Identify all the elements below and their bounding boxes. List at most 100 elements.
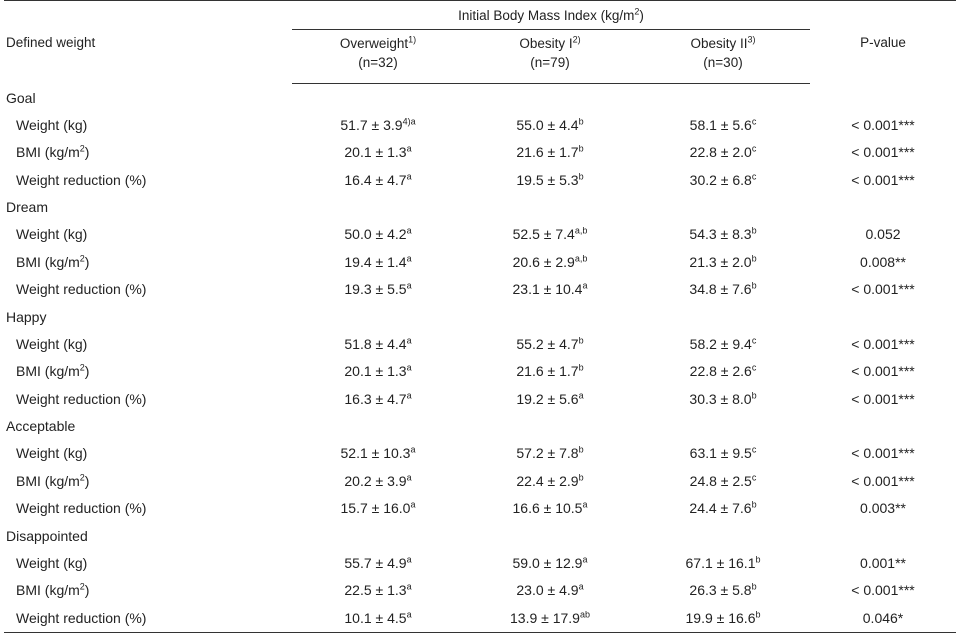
value-sup: a: [406, 143, 412, 154]
value-cell: 16.6 ± 10.5a: [464, 495, 636, 523]
value-text: 22.5 ± 1.3: [344, 582, 407, 599]
header-pvalue: P-value: [810, 0, 957, 84]
value-cell: 22.4 ± 2.9b: [464, 467, 636, 495]
value-cell: 58.2 ± 9.4c: [636, 330, 810, 358]
pvalue-cell: < 0.001***: [851, 171, 915, 188]
value-cell: 30.2 ± 6.8c: [636, 166, 810, 194]
value-text: 19.4 ± 1.4: [344, 253, 407, 270]
col-n: (n=30): [703, 55, 743, 70]
header-defined-weight-text: Defined weight: [6, 34, 96, 50]
value-text: 22.8 ± 2.0: [689, 144, 752, 161]
value-sup: a: [406, 581, 412, 592]
value-sup: a: [406, 253, 412, 264]
group-label: Dream: [6, 199, 49, 215]
value-cell: 19.4 ± 1.4a: [292, 248, 464, 276]
row-label: BMI (kg/m2): [4, 248, 292, 276]
table-row: Weight (kg) 51.8 ± 4.4a 55.2 ± 4.7b 58.2 ± …: [4, 330, 956, 358]
row-label-suffix: ): [84, 582, 90, 599]
table-row: Weight (kg) 51.7 ± 3.94)a 55.0 ± 4.4b 58.1 …: [4, 111, 956, 139]
value-cell: 16.4 ± 4.7a: [292, 166, 464, 194]
value-sup: a: [406, 609, 412, 620]
group-row: Goal: [4, 84, 956, 112]
col-n: (n=79): [530, 55, 570, 70]
group-row: Dream: [4, 194, 956, 221]
value-cell: 52.1 ± 10.3a: [292, 440, 464, 468]
value-text: 10.1 ± 4.5: [344, 609, 407, 626]
pvalue-cell: < 0.001***: [851, 144, 915, 161]
value-cell: 20.6 ± 2.9a,b: [464, 248, 636, 276]
value-text: 30.2 ± 6.8: [689, 171, 752, 188]
value-sup: a,b: [574, 253, 588, 264]
table-container: Defined weight Initial Body Mass Index (…: [4, 0, 957, 633]
value-text: 16.6 ± 10.5: [512, 500, 583, 517]
col-name: Overweight: [339, 36, 409, 51]
header-pvalue-text: P-value: [860, 34, 906, 50]
row-label-suffix: ): [84, 253, 90, 270]
row-label-text: Weight (kg): [16, 116, 88, 133]
value-text: 24.8 ± 2.5: [689, 472, 752, 489]
pvalue-cell: 0.001**: [860, 554, 906, 571]
row-label: Weight (kg): [4, 221, 292, 249]
row-label-text: BMI (kg/m: [16, 253, 80, 270]
value-text: 59.0 ± 12.9: [512, 554, 583, 571]
value-text: 20.1 ± 1.3: [344, 363, 407, 380]
value-cell: 24.4 ± 7.6b: [636, 495, 810, 523]
row-label-text: Weight (kg): [16, 445, 88, 462]
value-sup: c: [751, 444, 757, 455]
value-sup: a: [582, 554, 588, 565]
row-label-text: Weight (kg): [16, 554, 88, 571]
table-row: Weight reduction (%) 16.4 ± 4.7a 19.5 ± 5.…: [4, 166, 956, 194]
row-label: BMI (kg/m2): [4, 358, 292, 386]
pvalue-cell: < 0.001***: [851, 390, 915, 407]
group-row: Happy: [4, 303, 956, 330]
value-cell: 58.1 ± 5.6c: [636, 111, 810, 139]
value-text: 23.1 ± 10.4: [512, 281, 583, 298]
row-label-text: Weight reduction (%): [16, 171, 147, 188]
col-sup: 3): [747, 34, 756, 45]
value-sup: b: [755, 554, 761, 565]
value-cell: 55.0 ± 4.4b: [464, 111, 636, 139]
value-sup: a: [406, 390, 412, 401]
row-label: Weight (kg): [4, 111, 292, 139]
value-sup: a: [406, 335, 412, 346]
value-text: 16.3 ± 4.7: [344, 390, 407, 407]
value-text: 19.3 ± 5.5: [344, 281, 407, 298]
table-row: Weight (kg) 55.7 ± 4.9a 59.0 ± 12.9a 67.1 ±…: [4, 549, 956, 577]
row-label: Weight reduction (%): [4, 276, 292, 304]
pvalue-cell: < 0.001***: [851, 472, 915, 489]
value-text: 55.0 ± 4.4: [516, 116, 579, 133]
value-cell: 57.2 ± 7.8b: [464, 440, 636, 468]
value-text: 52.5 ± 7.4: [512, 226, 575, 243]
header-ibmi-sup: 2: [634, 6, 640, 16]
value-text: 55.7 ± 4.9: [344, 554, 407, 571]
value-cell: 20.1 ± 1.3a: [292, 358, 464, 386]
table-row: Weight reduction (%) 10.1 ± 4.5a 13.9 ± 17…: [4, 604, 957, 633]
value-sup: c: [751, 143, 757, 154]
value-sup: b: [578, 444, 584, 455]
table-header: Defined weight Initial Body Mass Index (…: [4, 0, 957, 84]
value-text: 52.1 ± 10.3: [340, 445, 411, 462]
row-label-sup: 2: [79, 472, 85, 483]
value-cell: 51.8 ± 4.4a: [292, 330, 464, 358]
value-text: 19.2 ± 5.6: [516, 390, 579, 407]
value-text: 63.1 ± 9.5: [689, 445, 752, 462]
pvalue-cell: < 0.001***: [851, 363, 915, 380]
value-text: 20.1 ± 1.3: [344, 144, 407, 161]
header-initial-bmi: Initial Body Mass Index (kg/m2): [292, 0, 811, 30]
value-cell: 16.3 ± 4.7a: [292, 385, 464, 413]
row-label: BMI (kg/m2): [4, 467, 292, 495]
value-cell: 20.1 ± 1.3a: [292, 139, 464, 167]
value-cell: 26.3 ± 5.8b: [636, 577, 810, 605]
value-text: 19.9 ± 16.6: [685, 609, 756, 626]
value-cell: 22.8 ± 2.6c: [636, 358, 810, 386]
row-label-text: BMI (kg/m: [16, 363, 80, 380]
value-text: 50.0 ± 4.2: [344, 226, 407, 243]
value-sup: a: [410, 499, 416, 510]
value-sup: a: [582, 280, 588, 291]
value-text: 15.7 ± 16.0: [340, 500, 411, 517]
row-label-sup: 2: [79, 143, 85, 154]
value-text: 58.2 ± 9.4: [689, 335, 752, 352]
col-name: Obesity II: [690, 36, 748, 51]
value-text: 19.5 ± 5.3: [516, 171, 579, 188]
header-ibmi-text: Initial Body Mass Index (kg/m: [458, 7, 635, 23]
